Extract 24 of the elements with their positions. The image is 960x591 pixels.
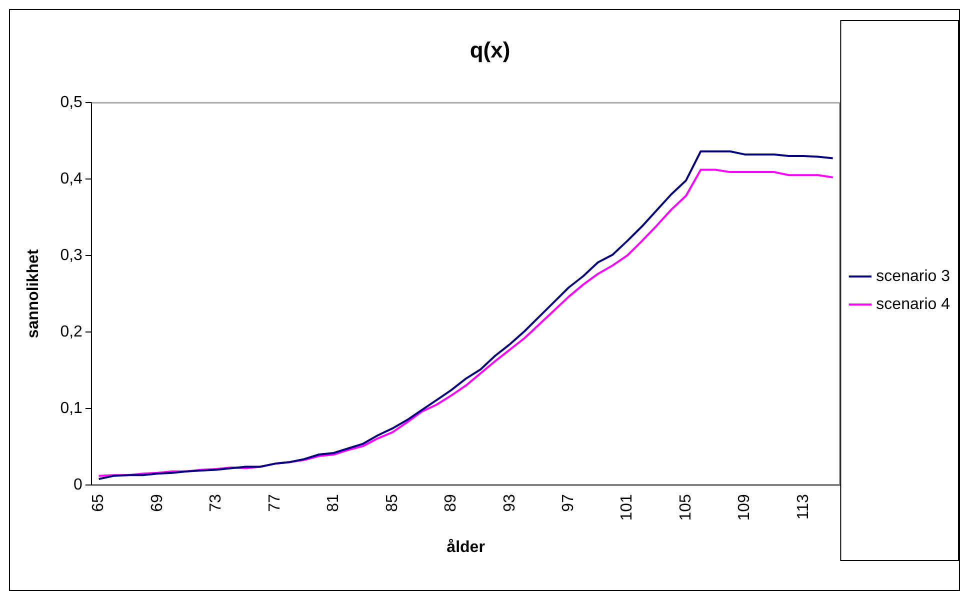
y-tick-label: 0,1 — [60, 400, 83, 417]
x-axis-title: ålder — [446, 538, 485, 556]
y-tick-label: 0,3 — [60, 246, 83, 264]
x-tick-label: 97 — [560, 494, 577, 512]
y-tick-label: 0,2 — [60, 323, 83, 340]
legend-label: scenario 4 — [876, 296, 950, 313]
x-tick-label: 101 — [618, 494, 636, 521]
x-tick-label: 113 — [794, 494, 812, 520]
x-tick-label: 89 — [442, 494, 460, 512]
x-tick-label: 85 — [384, 494, 401, 512]
x-tick-label: 109 — [736, 494, 754, 521]
x-tick-label: 81 — [325, 494, 342, 512]
x-tick-label: 69 — [148, 494, 166, 512]
x-tick-label: 77 — [266, 494, 284, 512]
legend-label: scenario 3 — [876, 268, 950, 285]
x-tick-label: 93 — [501, 494, 518, 512]
y-tick-label: 0,4 — [60, 170, 83, 188]
y-tick-label: 0 — [74, 476, 83, 494]
y-tick-label: 0,5 — [60, 94, 83, 111]
x-tick-label: 73 — [208, 494, 225, 512]
x-tick-label: 65 — [90, 494, 108, 512]
chart-title: q(x) — [470, 37, 510, 62]
y-axis-title: sannolikhet — [25, 248, 42, 338]
x-tick-label: 105 — [677, 494, 694, 521]
